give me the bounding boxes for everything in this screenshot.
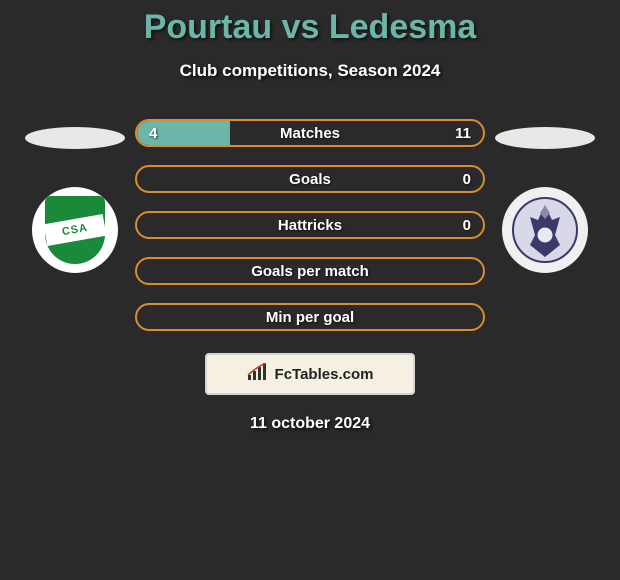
stat-bars-column: 4 Matches 11 Goals 0 Hattricks 0 Goals per matc…	[135, 119, 485, 331]
stat-label: Min per goal	[266, 309, 354, 326]
stat-right-value: 0	[463, 217, 471, 234]
stat-label: Matches	[280, 125, 340, 142]
infographic-container: Pourtau vs Ledesma Club competitions, Se…	[0, 0, 620, 433]
stat-bar: Goals per match	[135, 257, 485, 285]
page-title: Pourtau vs Ledesma	[0, 8, 620, 47]
snapshot-date: 11 october 2024	[0, 415, 620, 433]
stat-left-value: 4	[149, 125, 157, 142]
stat-bar: Hattricks 0	[135, 211, 485, 239]
left-crest-shield: CSA	[45, 196, 105, 264]
brand-attribution: FcTables.com	[205, 353, 415, 395]
left-crest-initials: CSA	[44, 214, 107, 246]
stat-label: Goals per match	[251, 263, 369, 280]
main-comparison-area: CSA 4 Matches 11 Goals 0 Hattricks 0 Goals per …	[0, 119, 620, 331]
brand-text: FcTables.com	[275, 366, 374, 383]
stat-bar: 4 Matches 11	[135, 119, 485, 147]
right-player-column	[485, 119, 605, 273]
stat-right-value: 0	[463, 171, 471, 188]
right-crest-emblem	[510, 195, 580, 265]
stat-label: Goals	[289, 171, 331, 188]
right-player-photo-placeholder	[495, 127, 595, 149]
stat-label: Hattricks	[278, 217, 342, 234]
right-team-crest	[502, 187, 588, 273]
left-team-crest: CSA	[32, 187, 118, 273]
left-player-photo-placeholder	[25, 127, 125, 149]
subtitle: Club competitions, Season 2024	[0, 61, 620, 81]
brand-chart-icon	[247, 363, 269, 386]
stat-right-value: 11	[455, 125, 471, 142]
left-player-column: CSA	[15, 119, 135, 273]
stat-bar: Min per goal	[135, 303, 485, 331]
stat-bar: Goals 0	[135, 165, 485, 193]
